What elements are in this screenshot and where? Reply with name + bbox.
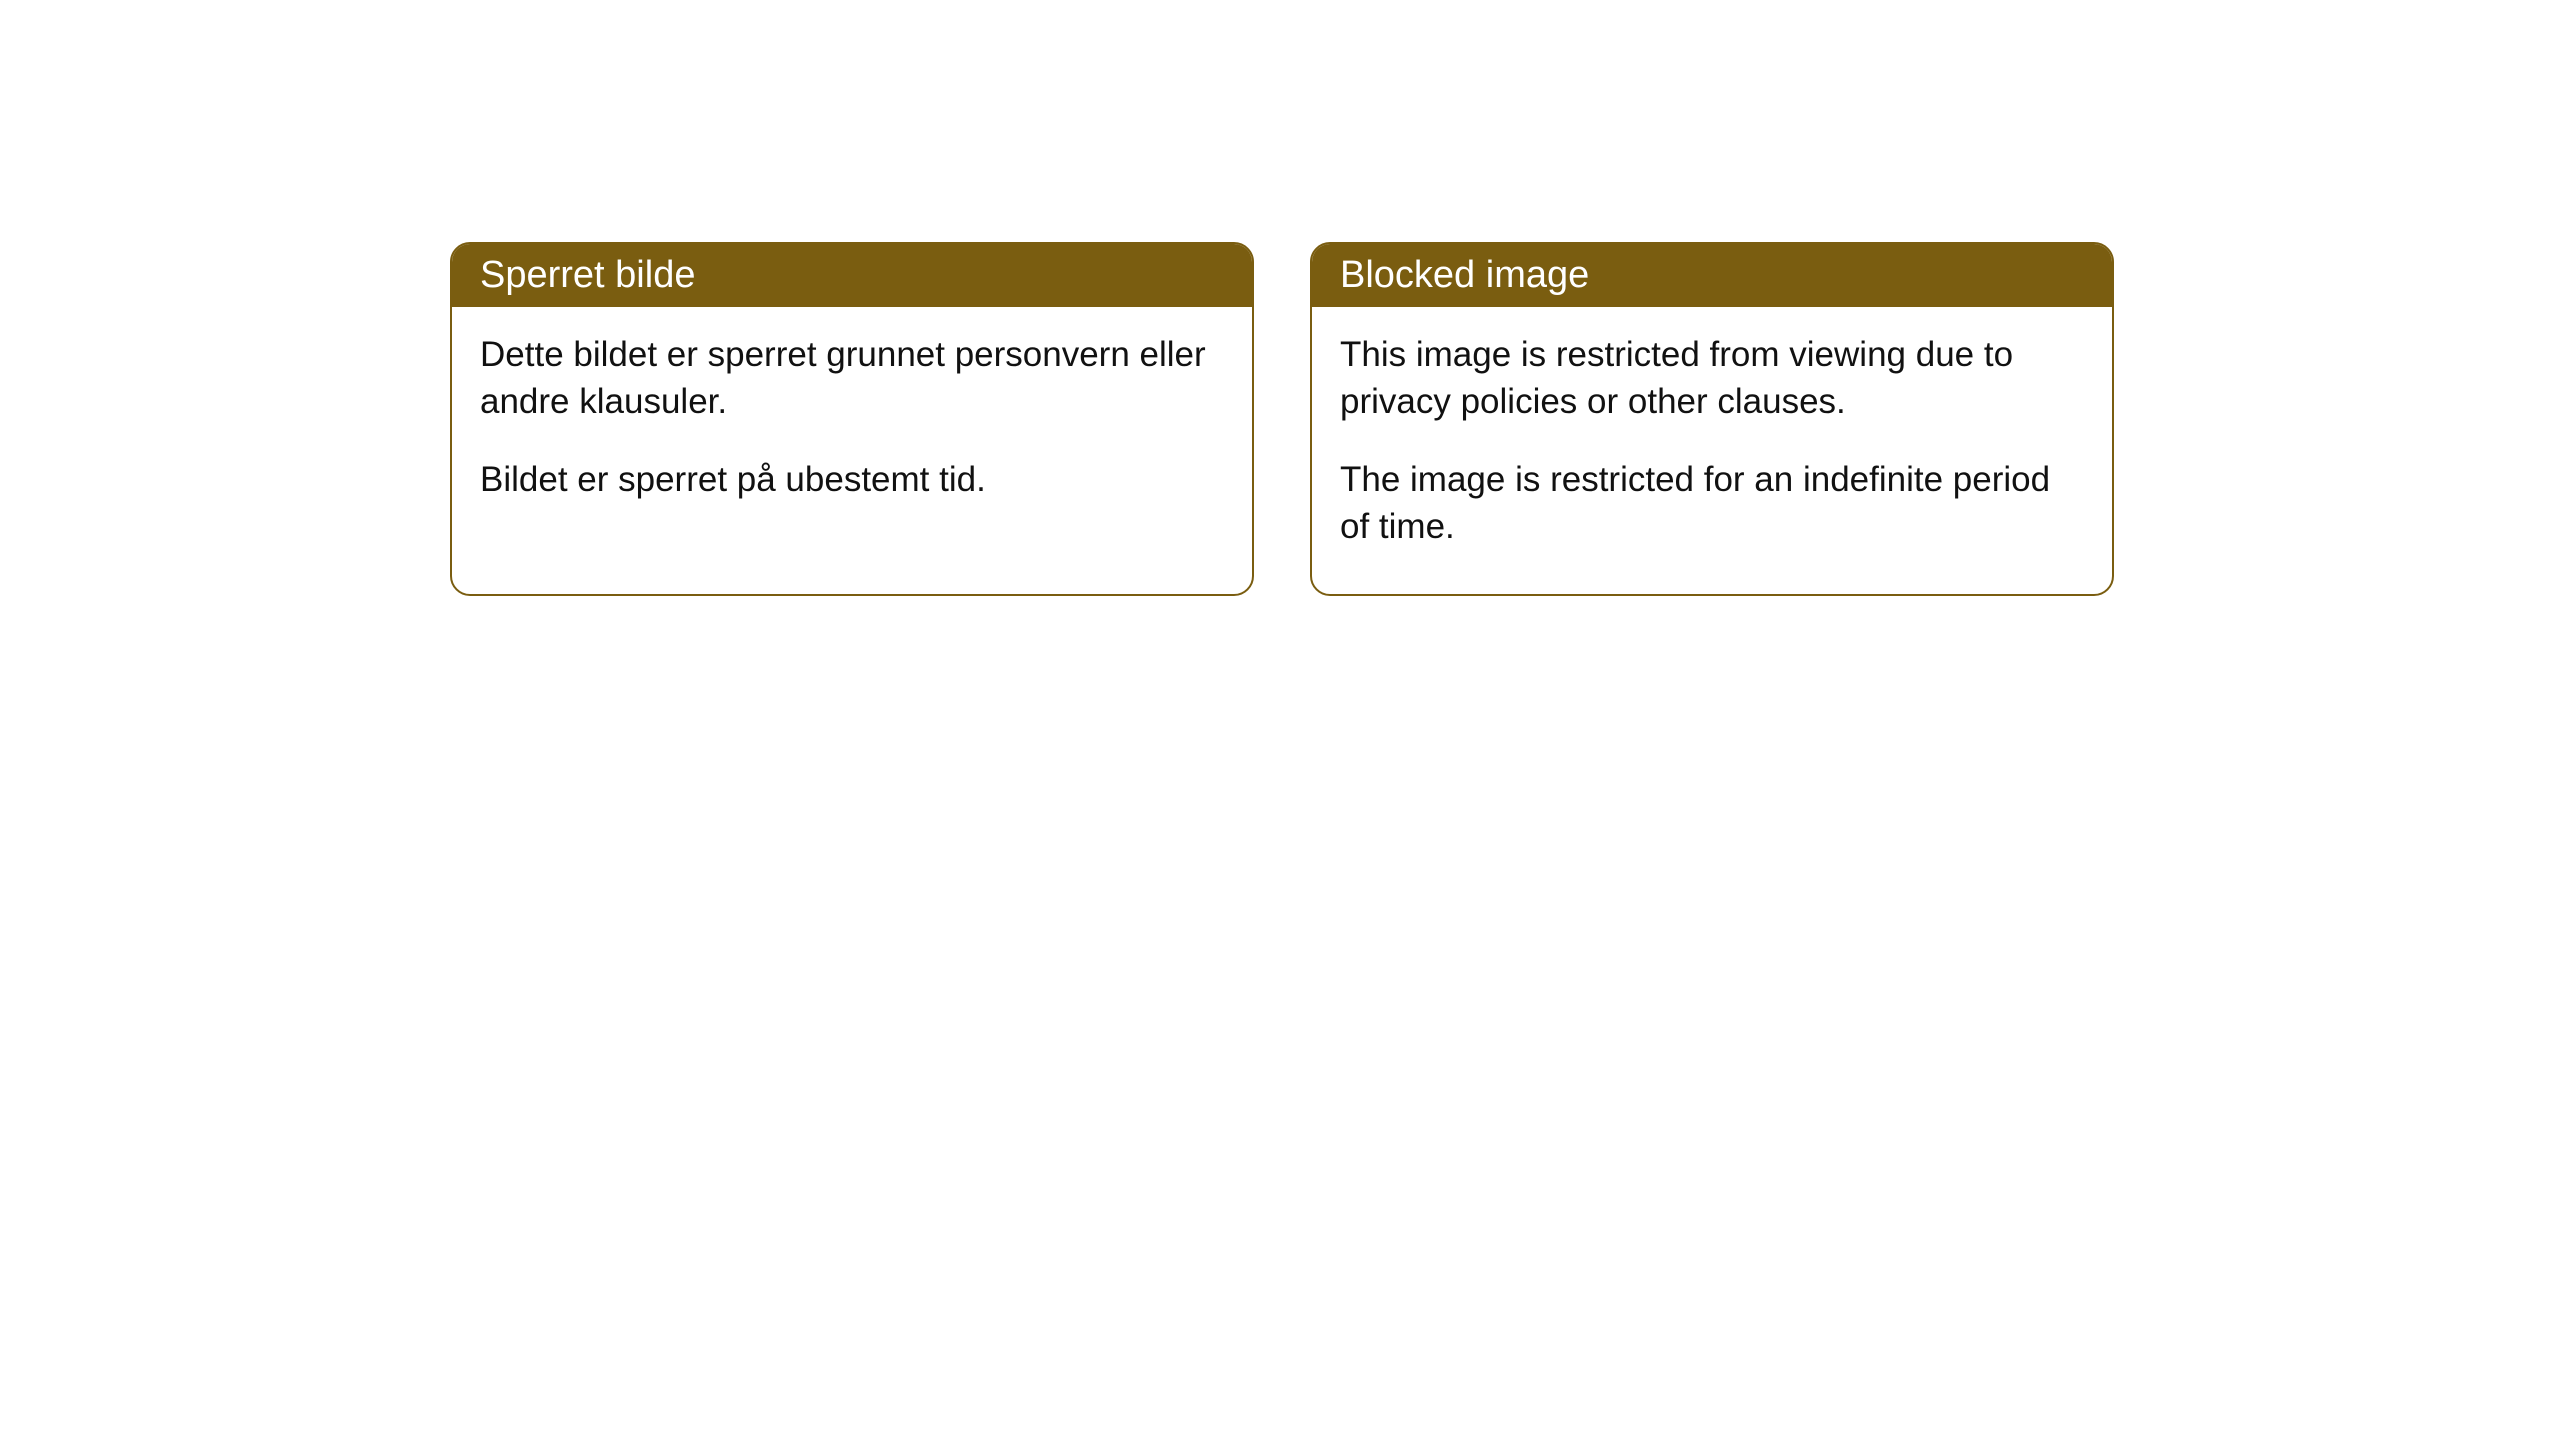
- card-paragraph: This image is restricted from viewing du…: [1340, 331, 2084, 426]
- card-header: Blocked image: [1312, 244, 2112, 307]
- card-paragraph: Bildet er sperret på ubestemt tid.: [480, 456, 1224, 503]
- card-paragraph: Dette bildet er sperret grunnet personve…: [480, 331, 1224, 426]
- notice-card-container: Sperret bilde Dette bildet er sperret gr…: [450, 242, 2114, 596]
- card-paragraph: The image is restricted for an indefinit…: [1340, 456, 2084, 551]
- notice-card-english: Blocked image This image is restricted f…: [1310, 242, 2114, 596]
- card-title: Blocked image: [1340, 254, 1589, 296]
- notice-card-norwegian: Sperret bilde Dette bildet er sperret gr…: [450, 242, 1254, 596]
- card-title: Sperret bilde: [480, 254, 695, 296]
- card-body: Dette bildet er sperret grunnet personve…: [452, 307, 1252, 547]
- card-header: Sperret bilde: [452, 244, 1252, 307]
- card-body: This image is restricted from viewing du…: [1312, 307, 2112, 594]
